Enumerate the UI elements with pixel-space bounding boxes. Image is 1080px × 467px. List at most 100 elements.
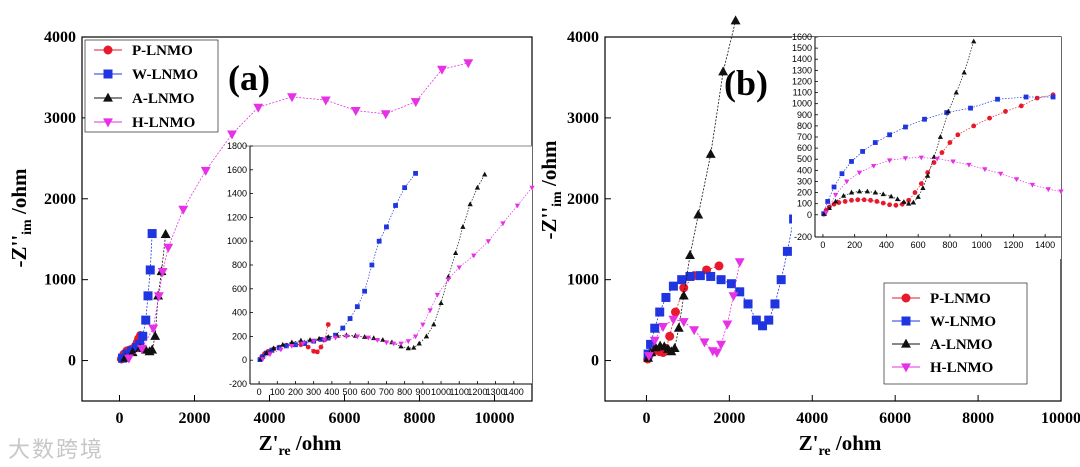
panel-a-inset-point-W-LNMO: [340, 325, 346, 331]
panel-b-inset-point-P-LNMO: [836, 200, 842, 205]
panel-b-inset-point-H-LNMO: [844, 179, 850, 185]
panel-b-inset-ytick-label: 300: [797, 176, 812, 186]
panel-a-inset-xtick-label: 200: [288, 387, 303, 397]
panel-a-inset-point-P-LNMO: [305, 344, 311, 350]
panel-a-point-W-LNMO: [143, 291, 153, 301]
panel-a-legend-marker-A-LNMO: [103, 92, 113, 102]
panel-b-legend-label-P-LNMO: P-LNMO: [930, 291, 991, 307]
panel-b-inset-point-P-LNMO: [855, 197, 861, 203]
panel-a-series: [116, 59, 474, 364]
panel-b-inset-point-P-LNMO: [1034, 95, 1040, 101]
panel-b-inset-point-A-LNMO: [894, 196, 901, 202]
panel-a-inset-point-A-LNMO: [452, 250, 459, 256]
panel-b-inset-point-W-LNMO: [1023, 94, 1029, 100]
panel-b-inset-point-W-LNMO: [903, 124, 908, 130]
panel-a-point-H-LNMO: [320, 96, 331, 106]
panel-a-inset-ytick-label: 1400: [227, 189, 247, 199]
panel-b-inset-point-P-LNMO: [849, 197, 854, 203]
panel-b-xlabel-main: Z': [799, 431, 819, 455]
panel-a-legend-label-W-LNMO: W-LNMO: [132, 67, 198, 83]
panel-b-ytick-label: 3000: [567, 110, 599, 127]
panel-b-inset-point-P-LNMO: [842, 199, 848, 204]
panel-a-inset-point-A-LNMO: [298, 337, 304, 343]
panel-a-inset-xtick-label: 0: [257, 387, 262, 397]
panel-a-inset-point-H-LNMO: [412, 334, 419, 340]
panel-a-inset-point-H-LNMO: [485, 239, 491, 245]
panel-b-point-H-LNMO: [711, 348, 722, 358]
panel-a-inset-point-A-LNMO: [371, 335, 377, 341]
panel-b-inset-ytick-label: 400: [797, 165, 812, 175]
panel-b-xtick-label: 0: [642, 410, 650, 427]
panel-a-inset-point-A-LNMO: [271, 345, 277, 351]
panel-a-point-H-LNMO: [200, 166, 211, 176]
panel-a-legend-marker-W-LNMO: [103, 69, 113, 79]
panel-a-inset-xtick-label: 300: [306, 387, 321, 397]
panel-a-inset-point-W-LNMO: [354, 304, 360, 310]
panel-a-inset-point-A-LNMO: [361, 334, 368, 339]
panel-b-point-H-LNMO: [689, 326, 700, 336]
panel-b-inset-point-H-LNMO: [1058, 189, 1064, 195]
panel-b-inset-point-A-LNMO: [901, 199, 907, 204]
panel-a-inset-ytick-label: 400: [232, 308, 247, 318]
panel-b-inset-ytick-label: 1000: [792, 99, 812, 109]
panel-a-inset-point-W-LNMO: [376, 238, 382, 244]
panel-b-inset-point-A-LNMO: [910, 199, 917, 205]
panel-b-inset-ytick-label: 1400: [792, 54, 812, 64]
panel-b-inset-point-P-LNMO: [931, 160, 937, 165]
panel-a-xlabel: Z're /ohm: [259, 431, 342, 459]
panel-a-inset-line-A-LNMO: [260, 174, 486, 360]
panel-a-inset-ytick-label: 600: [232, 284, 247, 294]
panel-b-inset-point-A-LNMO: [915, 194, 921, 199]
panel-a-inset-xtick-label: 100: [270, 387, 285, 397]
panel-b-point-A-LNMO: [705, 148, 716, 158]
panel-b-inset-series: [821, 38, 1064, 217]
panel-a-point-H-LNMO: [227, 130, 237, 140]
panel-a-inset-point-H-LNMO: [471, 253, 477, 259]
panel-b-series-line-W-LNMO: [647, 168, 803, 355]
panel-a-inset-xtick-label: 700: [379, 387, 394, 397]
panel-a-inset-point-H-LNMO: [278, 347, 284, 353]
panel-b-inset-point-P-LNMO: [987, 115, 992, 121]
panel-a-inset-point-A-LNMO: [280, 341, 286, 347]
panel-a-point-H-LNMO: [253, 103, 264, 113]
panel-a: (a) 0 2000 4000 6000 8000 1000001000200030004…: [7, 29, 535, 459]
panel-b-inset-ytick-label: 100: [797, 199, 812, 209]
panel-a-point-A-LNMO: [160, 228, 171, 238]
panel-b-xlabel: Z're /ohm: [799, 431, 882, 459]
panel-a-inset-point-A-LNMO: [307, 337, 313, 342]
panel-b-inset-point-A-LNMO: [872, 189, 878, 195]
panel-b-inset-xtick-label: 1400: [1035, 240, 1055, 250]
panel-b-point-H-LNMO: [722, 320, 733, 330]
panel-b-inset-ytick-label: 700: [797, 132, 812, 142]
panel-a-ytick-label: 4000: [44, 29, 76, 46]
panel-a-point-H-LNMO: [287, 93, 297, 103]
panel-b-inset-point-H-LNMO: [950, 159, 956, 165]
panel-a-inset-point-A-LNMO: [316, 335, 322, 341]
panel-a-inset-point-H-LNMO: [321, 337, 328, 343]
panel-a-inset-point-H-LNMO: [391, 341, 397, 347]
panel-b-inset-point-W-LNMO: [825, 199, 831, 204]
panel-a-xtick-label: 6000: [329, 410, 361, 427]
panel-a-point-H-LNMO: [137, 344, 147, 354]
panel-b-legend: P-LNMO W-LNMO A-LNMO H-LNMO: [883, 282, 1028, 385]
panel-b-point-W-LNMO: [782, 246, 792, 256]
panel-b-inset-point-H-LNMO: [998, 171, 1004, 177]
panel-b-inset-point-W-LNMO: [839, 171, 845, 177]
panel-b-legend-marker-H-LNMO: [901, 363, 911, 373]
panel-a-inset-point-A-LNMO: [460, 224, 466, 229]
panel-b-ylabel-sub: im: [550, 191, 565, 207]
panel-a-inset-point-P-LNMO: [314, 349, 320, 355]
panel-a-xtick-label: 8000: [404, 410, 436, 427]
panel-a-inset-point-H-LNMO: [427, 308, 433, 314]
panel-a-legend-marker-H-LNMO: [103, 118, 113, 128]
panel-b-point-W-LNMO: [646, 339, 656, 349]
panel-b-inset-point-P-LNMO: [893, 202, 899, 208]
panel-a-inset-ytick-label: 1600: [227, 165, 247, 175]
panel-a-point-W-LNMO: [138, 331, 148, 341]
panel-b-inset-point-W-LNMO: [922, 116, 927, 122]
panel-a-inset-point-H-LNMO: [434, 292, 441, 298]
panel-a-inset-point-P-LNMO: [311, 348, 317, 354]
panel-b-legend-label-H-LNMO: H-LNMO: [930, 360, 993, 376]
panel-b-point-P-LNMO: [665, 331, 675, 341]
